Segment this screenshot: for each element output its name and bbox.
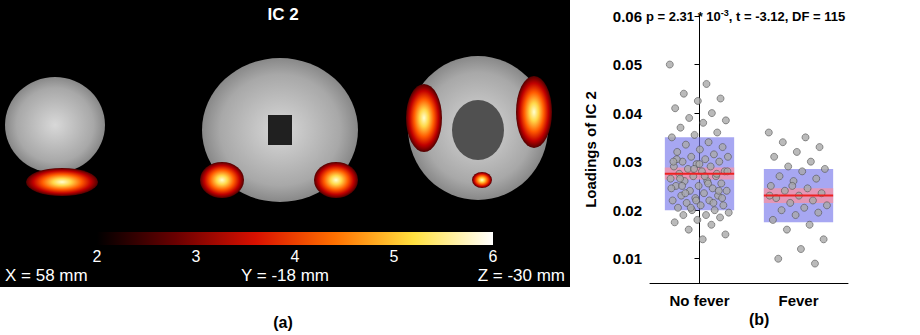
svg-text:X = 58 mm: X = 58 mm bbox=[5, 266, 88, 285]
svg-text:2: 2 bbox=[93, 248, 102, 265]
svg-text:(b): (b) bbox=[749, 311, 769, 328]
svg-text:Z = -30 mm: Z = -30 mm bbox=[478, 266, 565, 285]
svg-text:(a): (a) bbox=[273, 314, 293, 331]
svg-text:0.03: 0.03 bbox=[613, 153, 642, 170]
svg-text:0.01: 0.01 bbox=[613, 250, 642, 267]
svg-text:3: 3 bbox=[192, 248, 201, 265]
svg-text:IC 2: IC 2 bbox=[267, 5, 298, 24]
svg-text:5: 5 bbox=[390, 248, 399, 265]
svg-text:4: 4 bbox=[291, 248, 300, 265]
svg-text:p = 2.31 * 10: p = 2.31 * 10 bbox=[646, 9, 721, 24]
svg-text:Y = -18 mm: Y = -18 mm bbox=[241, 266, 329, 285]
svg-text:Fever: Fever bbox=[778, 292, 818, 309]
svg-text:, t = -3.12, DF = 115: , t = -3.12, DF = 115 bbox=[729, 9, 845, 24]
svg-text:No fever: No fever bbox=[669, 292, 729, 309]
svg-text:0.02: 0.02 bbox=[613, 202, 642, 219]
svg-text:0.05: 0.05 bbox=[613, 56, 642, 73]
svg-text:0.06: 0.06 bbox=[613, 8, 642, 25]
svg-text:-3: -3 bbox=[721, 8, 729, 18]
svg-text:Loadings of IC 2: Loadings of IC 2 bbox=[582, 91, 599, 208]
svg-text:0.04: 0.04 bbox=[613, 105, 643, 122]
svg-text:6: 6 bbox=[489, 248, 498, 265]
